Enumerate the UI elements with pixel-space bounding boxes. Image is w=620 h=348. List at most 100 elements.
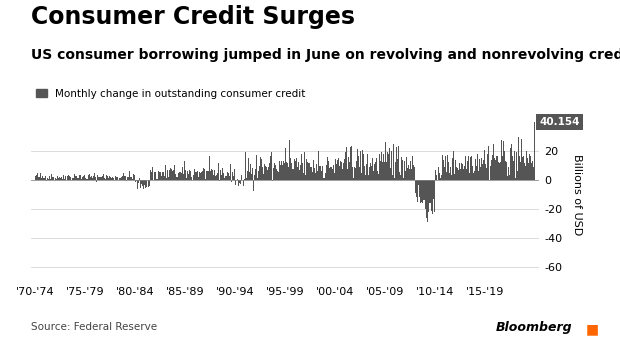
Bar xyxy=(55,178,56,180)
Bar xyxy=(223,173,224,180)
Bar xyxy=(477,154,478,180)
Bar xyxy=(195,179,197,180)
Bar xyxy=(117,177,118,180)
Bar xyxy=(368,175,369,180)
Bar xyxy=(206,171,207,180)
Bar xyxy=(523,157,524,180)
Bar xyxy=(69,176,70,180)
Bar xyxy=(190,173,192,180)
Bar xyxy=(92,178,93,180)
Bar xyxy=(485,151,487,180)
Bar xyxy=(76,176,78,180)
Bar xyxy=(45,176,46,180)
Bar xyxy=(283,161,284,180)
Bar xyxy=(475,159,476,180)
Bar xyxy=(426,180,427,210)
Bar xyxy=(110,175,112,180)
Bar xyxy=(263,174,264,180)
Bar xyxy=(74,174,75,180)
Bar xyxy=(407,168,408,180)
Bar xyxy=(80,174,81,180)
Bar xyxy=(324,177,325,180)
Bar xyxy=(162,172,163,180)
Bar xyxy=(120,177,121,180)
Bar xyxy=(381,152,383,180)
Bar xyxy=(365,175,366,180)
Bar xyxy=(323,178,324,180)
Bar xyxy=(134,175,135,180)
Bar xyxy=(104,178,105,180)
Bar xyxy=(42,176,43,180)
Bar xyxy=(330,175,332,180)
Bar xyxy=(277,171,278,180)
Bar xyxy=(490,153,492,180)
Bar xyxy=(319,166,320,180)
Bar xyxy=(347,168,348,180)
Bar xyxy=(155,172,156,180)
Bar xyxy=(505,161,506,180)
Bar xyxy=(337,160,338,180)
Bar xyxy=(151,172,153,180)
Bar xyxy=(200,173,201,180)
Bar xyxy=(340,163,342,180)
Bar xyxy=(150,169,151,180)
Bar xyxy=(148,180,149,187)
Bar xyxy=(499,163,500,180)
Bar xyxy=(280,165,281,180)
Bar xyxy=(37,173,38,180)
Bar xyxy=(51,174,52,180)
Bar xyxy=(60,178,61,180)
Bar xyxy=(287,163,288,180)
Bar xyxy=(129,172,130,180)
Bar xyxy=(185,177,187,180)
Bar xyxy=(90,177,91,180)
Bar xyxy=(435,170,436,180)
Bar xyxy=(500,155,502,180)
Bar xyxy=(296,158,297,180)
Bar xyxy=(175,176,177,180)
Bar xyxy=(290,158,291,180)
Bar xyxy=(57,176,58,180)
Bar xyxy=(156,179,157,180)
Bar xyxy=(212,170,213,180)
Bar xyxy=(306,159,308,180)
Bar xyxy=(366,164,367,180)
Bar xyxy=(73,178,74,180)
Bar xyxy=(189,170,190,180)
Bar xyxy=(372,158,373,180)
Bar xyxy=(440,178,441,180)
Bar xyxy=(308,163,309,180)
Bar xyxy=(115,176,117,180)
Bar xyxy=(233,176,234,180)
Bar xyxy=(78,178,79,180)
Bar xyxy=(165,165,166,180)
Text: US consumer borrowing jumped in June on revolving and nonrevolving credit: US consumer borrowing jumped in June on … xyxy=(31,48,620,62)
Bar xyxy=(474,172,475,180)
Bar xyxy=(56,179,57,180)
Bar xyxy=(409,169,410,180)
Bar xyxy=(422,180,423,204)
Bar xyxy=(244,179,245,180)
Bar xyxy=(202,171,203,180)
Bar xyxy=(274,163,275,180)
Bar xyxy=(61,177,62,180)
Bar xyxy=(515,178,516,180)
Bar xyxy=(294,161,296,180)
Bar xyxy=(434,180,435,212)
Bar xyxy=(371,166,372,180)
Bar xyxy=(444,167,445,180)
Bar xyxy=(177,177,178,180)
Bar xyxy=(241,175,242,180)
Bar xyxy=(275,165,276,180)
Bar xyxy=(67,176,68,180)
Bar xyxy=(174,165,175,180)
Bar xyxy=(86,179,87,180)
Bar xyxy=(394,178,395,180)
Bar xyxy=(522,157,523,180)
Bar xyxy=(82,177,83,180)
Bar xyxy=(122,176,123,180)
Bar xyxy=(316,164,317,180)
Bar xyxy=(172,171,173,180)
Bar xyxy=(404,161,405,180)
Bar xyxy=(339,166,340,180)
